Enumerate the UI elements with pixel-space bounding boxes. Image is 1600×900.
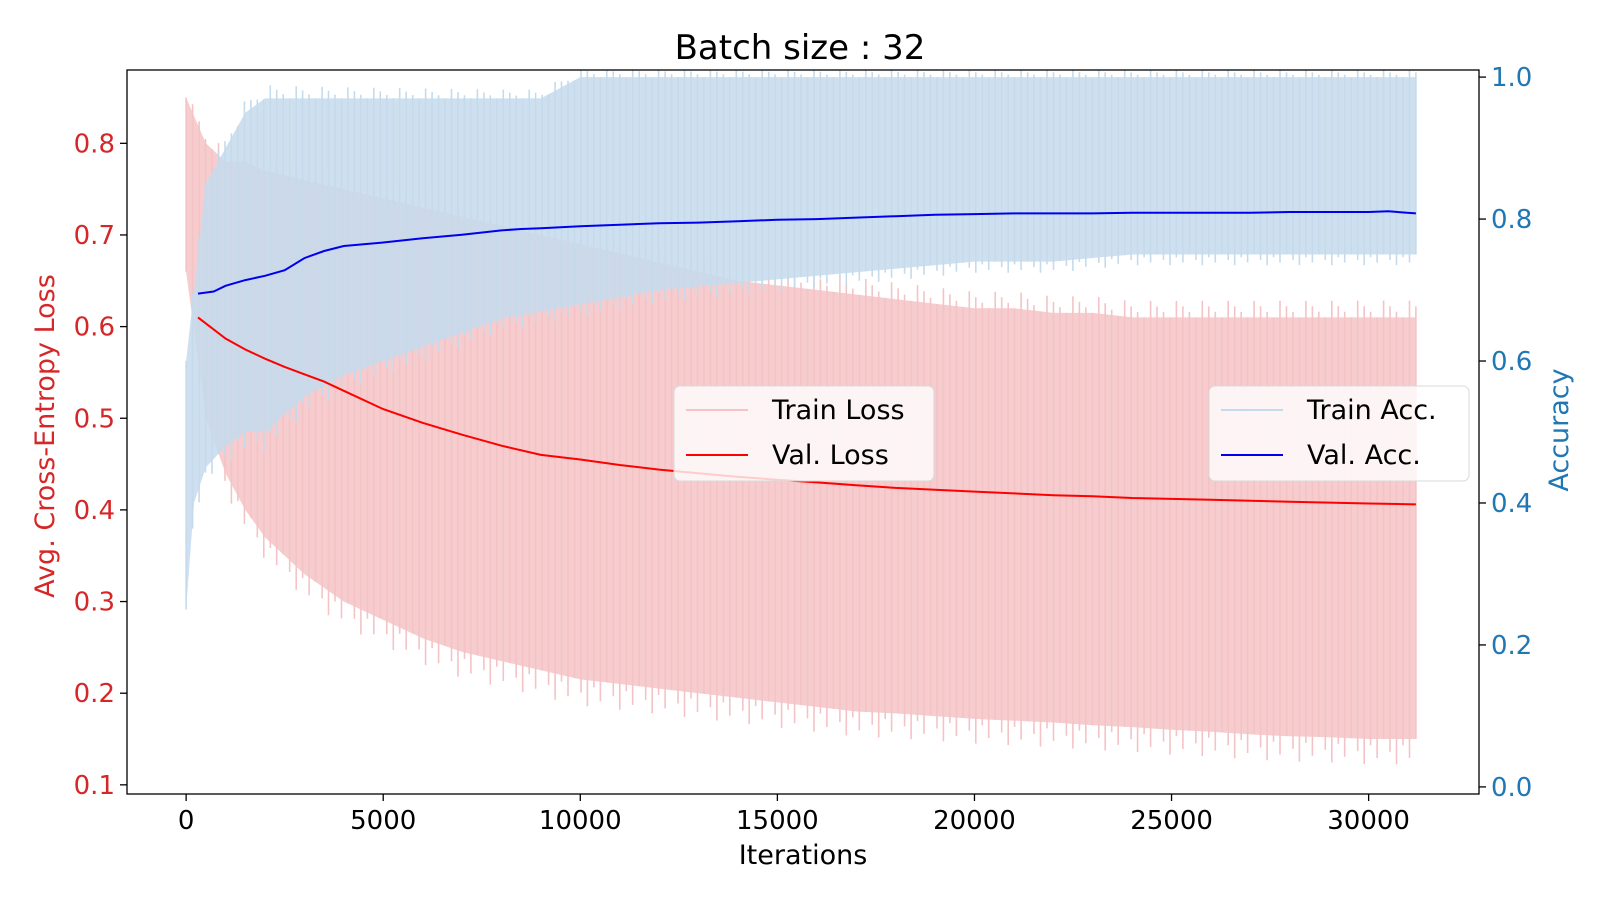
x-tick-label: 10000 [539, 806, 622, 836]
y-left-tick-label: 0.7 [74, 221, 115, 251]
y-left-tick-label: 0.6 [74, 313, 115, 343]
y-left-tick-label: 0.5 [74, 404, 115, 434]
y-left-tick-label: 0.4 [74, 496, 115, 526]
val-acc-line [197, 210, 1416, 295]
y-left-tick-label: 0.8 [74, 129, 115, 159]
x-tick-label: 20000 [933, 806, 1016, 836]
y-axis-right: 0.0 0.2 0.4 0.6 0.8 1.0 [1479, 63, 1532, 803]
y-left-tick-label: 0.1 [74, 771, 115, 801]
y-right-tick-label: 0.6 [1491, 347, 1532, 377]
y-left-tick-label: 0.3 [74, 588, 115, 618]
x-tick-label: 15000 [736, 806, 819, 836]
y-right-tick-label: 0.0 [1491, 773, 1532, 803]
y-axis-left: 0.1 0.2 0.3 0.4 0.5 0.6 0.7 0.8 [74, 129, 127, 801]
y-right-tick-label: 1.0 [1491, 63, 1532, 93]
legend-label-train-loss: Train Loss [771, 395, 905, 426]
legend-label-train-acc: Train Acc. [1306, 395, 1437, 426]
y-right-tick-label: 0.2 [1491, 631, 1532, 661]
y-right-tick-label: 0.4 [1491, 489, 1532, 519]
legend-label-val-acc: Val. Acc. [1307, 440, 1421, 471]
chart-title: Batch size : 32 [675, 28, 926, 68]
legend-accuracy: Train Acc. Val. Acc. [1208, 385, 1470, 482]
plot-frame [126, 69, 1480, 795]
x-axis: 0 5000 10000 15000 20000 25000 30000 [178, 794, 1410, 836]
legend-label-val-loss: Val. Loss [772, 440, 889, 471]
y-axis-right-label: Accuracy [1544, 368, 1575, 491]
train-acc-series [185, 70, 1417, 610]
y-right-tick-label: 0.8 [1491, 205, 1532, 235]
x-axis-label: Iterations [739, 840, 868, 871]
train-acc-band [186, 77, 1416, 610]
y-left-tick-label: 0.2 [74, 679, 115, 709]
x-tick-label: 5000 [350, 806, 416, 836]
x-tick-label: 30000 [1327, 806, 1410, 836]
x-tick-label: 25000 [1130, 806, 1213, 836]
legend-loss: Train Loss Val. Loss [673, 385, 935, 482]
x-tick-label: 0 [178, 806, 195, 836]
y-axis-left-label: Avg. Cross-Entropy Loss [30, 274, 61, 598]
